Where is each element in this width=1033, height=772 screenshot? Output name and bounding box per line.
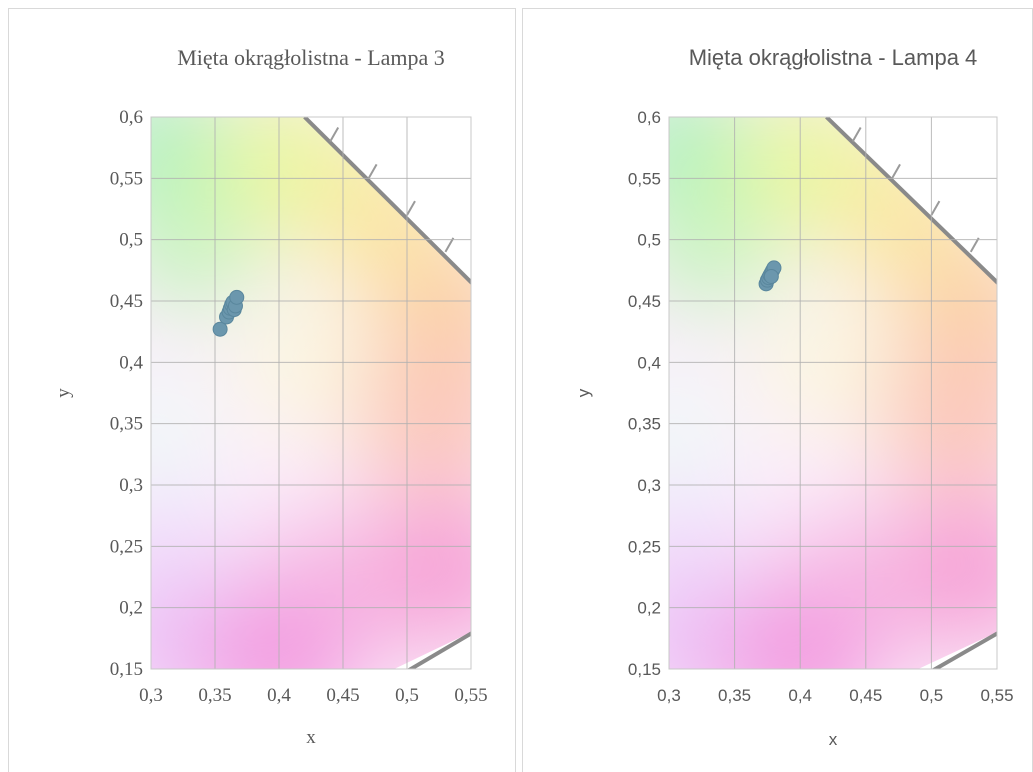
locus-tick	[891, 163, 901, 179]
data-series	[758, 260, 782, 292]
y-tick-label: 0,2	[637, 599, 661, 618]
cie-chromaticity-background	[669, 117, 997, 669]
x-tick-label: 0,35	[198, 685, 231, 706]
y-tick-label: 0,2	[119, 598, 143, 619]
x-tick-label: 0,5	[395, 685, 419, 706]
cie-chromaticity-background	[151, 117, 471, 669]
y-tick-label: 0,45	[110, 291, 143, 312]
y-tick-label: 0,5	[119, 230, 143, 251]
y-tick-label: 0,35	[628, 415, 661, 434]
x-tick-label: 0,4	[788, 686, 812, 705]
chart-panel-lampa-3: Mięta okrągłolistna - Lampa 3 0,15 0,2 0,25…	[8, 8, 516, 772]
y-tick-label: 0,4	[637, 353, 661, 372]
locus-tick	[851, 127, 862, 143]
y-tick-label: 0,45	[628, 292, 661, 311]
y-tick-label: 0,3	[637, 476, 661, 495]
data-point	[763, 268, 779, 284]
y-tick-label: 0,5	[637, 231, 661, 250]
x-axis-label: x	[306, 727, 316, 748]
locus-tick	[930, 200, 941, 216]
locus-tick	[969, 237, 980, 253]
scatter-chart-lampa-3: Mięta okrągłolistna - Lampa 3 0,15 0,2 0,25…	[53, 45, 488, 748]
x-tick-label: 0,4	[267, 685, 291, 706]
plot-area-border	[668, 116, 998, 670]
y-tick-label: 0,25	[628, 537, 661, 556]
chart-title: Mięta okrągłolistna - Lampa 3	[177, 45, 445, 70]
locus-tick	[367, 163, 378, 179]
data-series	[212, 289, 245, 337]
spectral-locus	[303, 117, 471, 669]
x-tick-label: 0,3	[139, 685, 163, 706]
y-axis-label: y	[574, 388, 593, 397]
spectral-locus	[825, 117, 997, 669]
x-tick-label: 0,5	[920, 686, 944, 705]
x-tick-label: 0,35	[718, 686, 751, 705]
y-axis-label: y	[53, 388, 74, 398]
chart-title: Mięta okrągłolistna - Lampa 4	[689, 45, 978, 70]
y-tick-label: 0,3	[119, 475, 143, 496]
x-tick-label: 0,3	[657, 686, 681, 705]
locus-tick	[444, 237, 455, 253]
y-tick-label: 0,55	[628, 169, 661, 188]
y-tick-label: 0,25	[110, 536, 143, 557]
scatter-chart-lampa-4: Mięta okrągłolistna - Lampa 4 0,15 0,2 0,25…	[574, 45, 1014, 749]
locus-tick	[329, 127, 340, 143]
data-point	[229, 289, 245, 305]
y-tick-label: 0,4	[119, 352, 143, 373]
y-tick-label: 0,55	[110, 168, 143, 189]
chart-panel-lampa-4: Mięta okrągłolistna - Lampa 4 0,15 0,2 0,25…	[522, 8, 1033, 772]
x-tick-label: 0,55	[980, 686, 1013, 705]
x-tick-label: 0,55	[454, 685, 487, 706]
data-point	[212, 321, 228, 337]
y-tick-label: 0,15	[628, 660, 661, 679]
locus-tick	[406, 200, 416, 216]
y-tick-label: 0,6	[119, 107, 143, 128]
x-tick-label: 0,45	[849, 686, 882, 705]
x-axis-label: x	[829, 730, 838, 749]
x-tick-label: 0,45	[326, 685, 359, 706]
y-tick-label: 0,35	[110, 414, 143, 435]
plot-area-border	[150, 116, 472, 670]
y-tick-label: 0,6	[637, 108, 661, 127]
y-tick-label: 0,15	[110, 659, 143, 680]
